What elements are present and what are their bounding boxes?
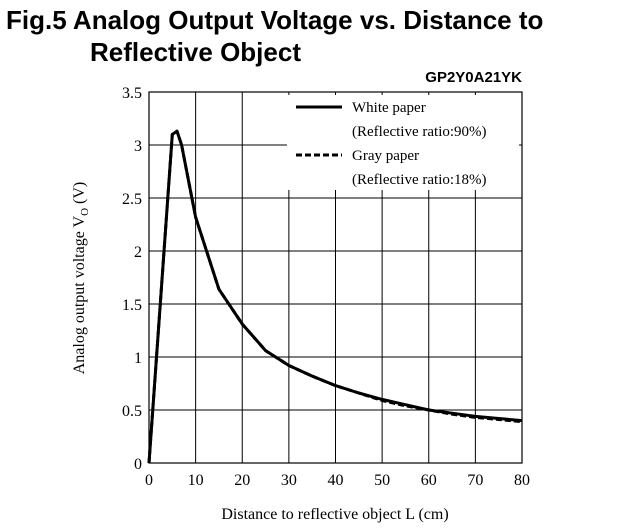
figure-title-line2: Reflective Object bbox=[90, 37, 301, 67]
x-axis-title: Distance to reflective object L (cm) bbox=[221, 506, 448, 523]
series-line-white-paper bbox=[147, 129, 523, 464]
x-tick-label: 40 bbox=[328, 472, 344, 489]
y-tick-label: 1.5 bbox=[122, 297, 142, 314]
legend-label-gray-paper: Gray paper bbox=[352, 148, 419, 164]
y-tick-label: 0 bbox=[134, 456, 142, 473]
y-tick-label: 0.5 bbox=[122, 403, 142, 420]
x-tick-label: 20 bbox=[234, 472, 250, 489]
legend-note-gray-paper: (Reflective ratio:18%) bbox=[352, 172, 487, 188]
x-tick-label: 0 bbox=[145, 472, 153, 489]
x-tick-label: 30 bbox=[281, 472, 297, 489]
legend: White paper (Reflective ratio:90%) Gray … bbox=[287, 95, 519, 190]
data-lines bbox=[147, 129, 523, 464]
figure-title-line1: Fig.5 Analog Output Voltage vs. Distance… bbox=[6, 5, 544, 35]
y-tick-label: 3 bbox=[134, 138, 142, 155]
x-tick-label: 10 bbox=[188, 472, 204, 489]
y-tick-label: 3.5 bbox=[122, 85, 142, 102]
legend-box bbox=[287, 95, 519, 190]
x-tick-label: 50 bbox=[374, 472, 390, 489]
y-axis-title-main: Analog output voltage V bbox=[71, 215, 88, 374]
y-tick-label: 1 bbox=[134, 350, 142, 367]
model-label: GP2Y0A21YK bbox=[425, 69, 522, 86]
legend-note-white-paper: (Reflective ratio:90%) bbox=[352, 124, 487, 140]
y-axis-title-subscript: O bbox=[79, 208, 91, 216]
y-axis-title-unit: (V) bbox=[71, 182, 88, 208]
y-tick-label: 2.5 bbox=[122, 191, 142, 208]
x-tick-label: 80 bbox=[514, 472, 530, 489]
plot-frame bbox=[148, 91, 523, 464]
legend-label-white-paper: White paper bbox=[352, 100, 426, 116]
figure-title: Fig.5 Analog Output Voltage vs. Distance… bbox=[6, 4, 626, 68]
x-tick-label: 60 bbox=[421, 472, 437, 489]
x-tick-label: 70 bbox=[467, 472, 483, 489]
tick-labels: 0 10 20 30 40 50 60 70 80 0 0.5 1 1.5 2 2.5 3 3.5 bbox=[122, 85, 530, 489]
y-tick-label: 2 bbox=[134, 244, 142, 261]
y-axis-title: Analog output voltage VO (V) bbox=[71, 182, 91, 375]
